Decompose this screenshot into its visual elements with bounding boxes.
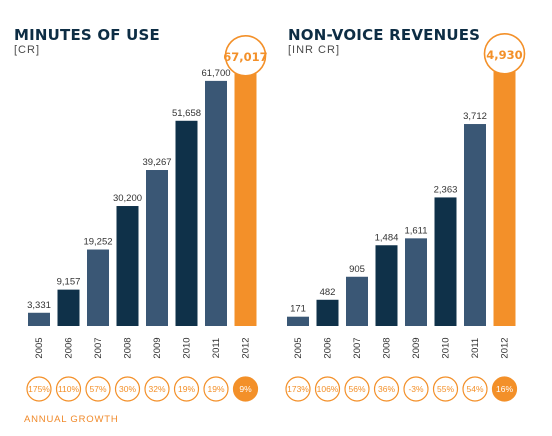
growth-circle-minutes-of-use-2011 [203,376,229,402]
growth-label-minutes-of-use-2007: 57% [89,384,106,394]
growth-label-minutes-of-use-2009: 32% [148,384,165,394]
annual-growth-label: ANNUAL GROWTH [24,414,119,425]
growth-circle-non-voice-revenues-2008 [373,376,400,402]
growth-label-minutes-of-use-2006: 110% [58,384,80,394]
growth-circle-minutes-of-use-2012 [232,376,259,402]
growth-label-minutes-of-use-2012: 9% [239,384,252,394]
chart-unit-minutes-of-use: [CR] [14,44,40,56]
bar-minutes-of-use-2007 [87,249,109,326]
value-badge-minutes-of-use-2012 [224,34,267,77]
value-label-non-voice-revenues-2006: 482 [320,287,336,298]
value-label-non-voice-revenues-2008: 1,484 [375,232,399,243]
growth-circle-minutes-of-use-2010 [173,376,200,402]
year-label-non-voice-revenues-2010: 2010 [441,337,452,358]
year-label-minutes-of-use-2007: 2007 [93,337,104,358]
bar-non-voice-revenues-2006 [316,299,339,326]
bar-minutes-of-use-2008 [116,206,139,326]
value-label-minutes-of-use-2008: 30,200 [113,193,142,204]
growth-circle-non-voice-revenues-2007 [344,376,370,402]
year-label-non-voice-revenues-2011: 2011 [470,338,481,358]
value-label-minutes-of-use-2009: 39,267 [142,157,171,168]
growth-circle-non-voice-revenues-2012 [491,376,518,402]
growth-label-non-voice-revenues-2011: 54% [466,384,483,394]
year-label-non-voice-revenues-2005: 2005 [293,337,304,358]
year-label-non-voice-revenues-2012: 2012 [500,337,511,358]
bar-non-voice-revenues-2011 [464,124,486,326]
growth-circle-non-voice-revenues-2010 [432,376,459,402]
bar-non-voice-revenues-2009 [405,238,427,326]
chart-title-minutes-of-use: MINUTES OF USE [14,26,160,44]
chart-unit-non-voice-revenues: [INR CR] [288,44,340,56]
bar-non-voice-revenues-2008 [375,245,398,326]
growth-label-non-voice-revenues-2005: 173% [287,384,309,394]
bar-minutes-of-use-2009 [146,170,168,326]
value-label-non-voice-revenues-2009: 1,611 [404,225,427,236]
year-label-non-voice-revenues-2008: 2008 [382,337,393,358]
value-label-non-voice-revenues-2012: 4,930 [486,48,522,62]
growth-label-minutes-of-use-2008: 30% [119,384,136,394]
year-label-non-voice-revenues-2007: 2007 [352,337,363,358]
growth-label-non-voice-revenues-2009: -3% [408,384,424,394]
value-label-non-voice-revenues-2010: 2,363 [434,184,458,195]
growth-circle-minutes-of-use-2008 [114,376,141,402]
growth-circle-non-voice-revenues-2005 [285,376,311,402]
growth-circle-non-voice-revenues-2006 [314,376,341,402]
bar-minutes-of-use-2012 [234,59,257,327]
value-label-minutes-of-use-2010: 51,658 [172,108,201,119]
year-label-minutes-of-use-2012: 2012 [241,337,252,358]
bar-non-voice-revenues-2007 [346,276,368,326]
year-label-minutes-of-use-2006: 2006 [64,337,75,358]
growth-circle-minutes-of-use-2005 [26,376,52,402]
bar-non-voice-revenues-2010 [434,197,457,326]
value-label-non-voice-revenues-2007: 905 [349,264,365,275]
year-label-minutes-of-use-2011: 2011 [211,338,222,358]
growth-circle-minutes-of-use-2009 [144,376,170,402]
value-label-minutes-of-use-2012: 67,017 [223,50,267,64]
growth-label-minutes-of-use-2010: 19% [178,384,195,394]
growth-label-minutes-of-use-2005: 175% [28,384,50,394]
value-label-minutes-of-use-2005: 3,331 [27,300,51,311]
value-label-minutes-of-use-2006: 9,157 [57,277,81,288]
value-badge-non-voice-revenues-2012 [483,32,526,75]
value-label-non-voice-revenues-2005: 171 [290,304,306,315]
bar-minutes-of-use-2010 [175,120,198,326]
bar-non-voice-revenues-2005 [287,316,309,326]
year-label-minutes-of-use-2005: 2005 [34,337,45,358]
year-label-minutes-of-use-2010: 2010 [182,337,193,358]
bar-minutes-of-use-2006 [57,289,80,326]
year-label-non-voice-revenues-2006: 2006 [323,337,334,358]
growth-circle-non-voice-revenues-2009 [403,376,429,402]
year-label-minutes-of-use-2009: 2009 [152,337,163,358]
growth-circle-minutes-of-use-2007 [85,376,111,402]
growth-circle-non-voice-revenues-2011 [462,376,488,402]
value-label-minutes-of-use-2007: 19,252 [83,237,112,248]
growth-circle-minutes-of-use-2006 [55,376,82,402]
year-label-minutes-of-use-2008: 2008 [123,337,134,358]
growth-label-minutes-of-use-2011: 19% [207,384,224,394]
chart-title-non-voice-revenues: NON-VOICE REVENUES [288,26,481,44]
bar-minutes-of-use-2011 [205,80,227,326]
growth-label-non-voice-revenues-2008: 36% [378,384,395,394]
year-label-non-voice-revenues-2009: 2009 [411,337,422,358]
growth-label-non-voice-revenues-2010: 55% [437,384,454,394]
bar-non-voice-revenues-2012 [493,57,516,326]
growth-label-non-voice-revenues-2012: 16% [496,384,513,394]
value-label-minutes-of-use-2011: 61,700 [201,68,230,79]
value-label-non-voice-revenues-2011: 3,712 [463,111,487,122]
growth-label-non-voice-revenues-2006: 106% [317,384,339,394]
bar-minutes-of-use-2005 [28,312,50,326]
growth-label-non-voice-revenues-2007: 56% [348,384,365,394]
